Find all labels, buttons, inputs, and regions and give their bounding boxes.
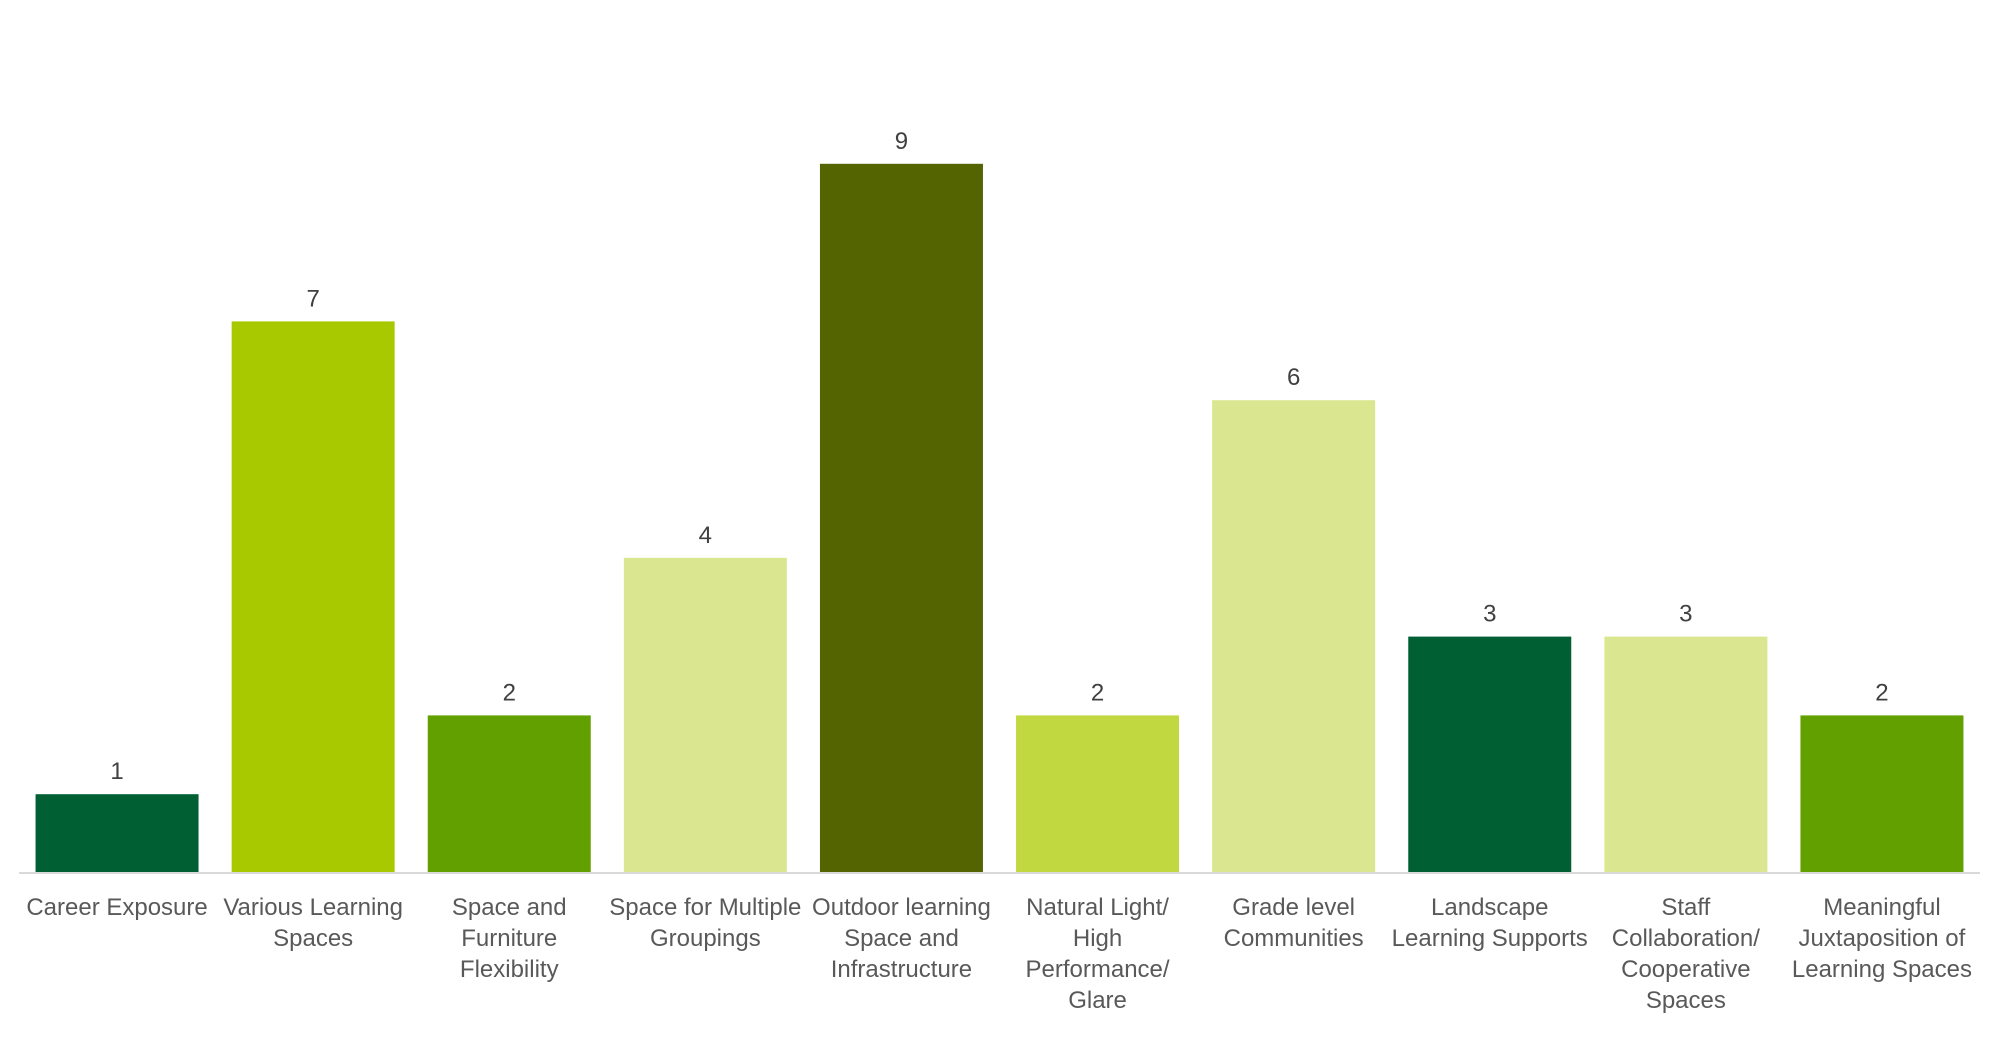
data-label-6: 2 <box>1091 679 1104 706</box>
bar-4 <box>623 557 787 873</box>
data-label-5: 9 <box>895 128 908 155</box>
data-label-8: 3 <box>1483 601 1496 628</box>
category-label-10: Meaningful Juxtaposition of Learning Space… <box>1792 894 1972 983</box>
category-label-4: Space for Multiple Groupings <box>609 894 801 952</box>
category-label-8: Landscape Learning Supports <box>1392 894 1588 952</box>
value-labels-layer: 1 7 2 4 9 2 6 3 3 2 <box>110 128 1888 785</box>
category-label-7: Grade level Communities <box>1224 894 1364 952</box>
data-label-2: 7 <box>306 285 319 312</box>
data-label-4: 4 <box>699 522 712 549</box>
bar-6 <box>1016 715 1180 873</box>
data-label-9: 3 <box>1679 601 1692 628</box>
bar-2 <box>231 321 395 873</box>
bars-layer <box>35 163 1964 874</box>
category-label-6: Natural Light/High Performance/Glare <box>1026 894 1170 1014</box>
bar-1 <box>35 794 199 873</box>
category-label-9: Staff Collaboration/Cooperative Spaces <box>1612 894 1760 1014</box>
bar-10 <box>1800 715 1964 873</box>
category-label-2: Various Learning Spaces <box>223 894 403 952</box>
bar-7 <box>1212 400 1376 873</box>
category-label-3: Space and Furniture Flexibility <box>452 894 567 983</box>
bar-5 <box>819 163 983 874</box>
bar-3 <box>427 715 591 873</box>
data-label-10: 2 <box>1875 679 1888 706</box>
data-label-3: 2 <box>503 679 516 706</box>
bar-8 <box>1408 636 1572 873</box>
data-label-1: 1 <box>110 758 123 785</box>
category-labels-layer: Career Exposure Various Learning Spaces Spa… <box>26 894 1972 1014</box>
bar-9 <box>1604 636 1768 873</box>
category-label-5: Outdoor learning Space and Infrastructure <box>812 894 991 983</box>
category-label-1: Career Exposure <box>26 894 207 921</box>
data-label-7: 6 <box>1287 364 1300 391</box>
